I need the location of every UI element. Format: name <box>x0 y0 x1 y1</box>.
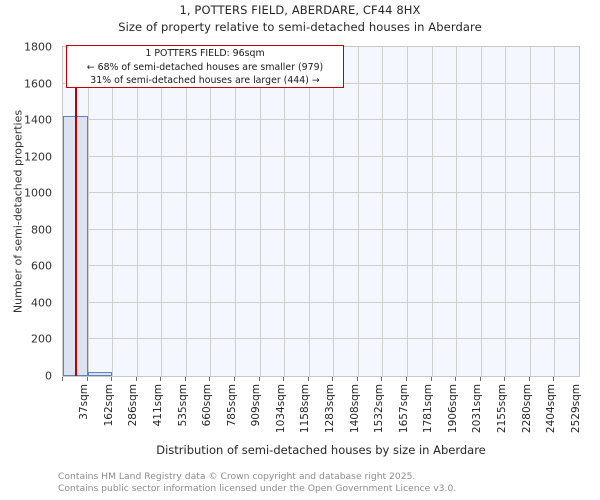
gridline-vertical <box>505 47 507 376</box>
x-tick-label: 37sqm <box>78 384 91 420</box>
gridline-vertical <box>210 47 212 376</box>
gridline-vertical <box>284 47 286 376</box>
y-tick-label: 200 <box>31 332 52 346</box>
x-tick-mark <box>184 377 186 381</box>
gridline-vertical <box>185 47 187 376</box>
gridline-vertical <box>431 47 433 376</box>
x-tick-mark <box>283 377 285 381</box>
chart-subtitle: Size of property relative to semi-detach… <box>118 20 482 34</box>
gridline-vertical <box>333 47 335 376</box>
x-tick-label: 660sqm <box>201 384 214 427</box>
gridline-vertical <box>259 47 261 376</box>
footer-attribution: Contains HM Land Registry data © Crown c… <box>58 471 598 494</box>
x-tick-label: 1781sqm <box>422 384 435 434</box>
y-tick-label: 600 <box>31 259 52 273</box>
page-title: 1, POTTERS FIELD, ABERDARE, CF44 8HX <box>179 3 421 17</box>
y-tick-label: 800 <box>31 223 52 237</box>
x-tick-label: 1532sqm <box>373 384 386 434</box>
x-tick-mark <box>553 377 555 381</box>
gridline-vertical <box>136 47 138 376</box>
x-tick-mark <box>62 377 63 381</box>
bar-162sqm <box>87 372 113 376</box>
y-axis: Number of semi-detached properties 0 200 4… <box>0 0 57 500</box>
gridline-vertical <box>480 47 482 376</box>
gridline-horizontal <box>63 192 579 194</box>
x-tick-label: 785sqm <box>225 384 238 427</box>
x-tick-label: 2280sqm <box>520 384 533 434</box>
x-tick-label: 286sqm <box>127 384 140 427</box>
x-tick-mark <box>135 377 137 381</box>
property-size-marker-line <box>74 47 77 376</box>
y-tick-label: 400 <box>31 296 52 310</box>
footer-line-1: Contains HM Land Registry data © Crown c… <box>58 471 416 482</box>
y-tick-label: 1600 <box>24 77 52 91</box>
y-tick-label: 1000 <box>24 186 52 200</box>
x-tick-mark <box>430 377 432 381</box>
gridline-horizontal <box>63 155 579 157</box>
y-tick-label: 1200 <box>24 150 52 164</box>
gridline-vertical <box>382 47 384 376</box>
gridline-horizontal <box>63 338 579 340</box>
x-tick-mark <box>406 377 407 381</box>
x-tick-label: 1657sqm <box>397 384 410 434</box>
x-tick-label: 411sqm <box>152 384 164 427</box>
x-tick-mark <box>528 377 530 381</box>
gridline-vertical <box>308 47 310 376</box>
footer-line-2: Contains public sector information licen… <box>58 482 457 494</box>
x-tick-label: 1034sqm <box>274 384 287 434</box>
y-tick-label: 1400 <box>24 113 52 127</box>
plot-area <box>62 46 580 377</box>
x-tick-mark <box>332 377 334 381</box>
x-tick-label: 1283sqm <box>324 384 336 434</box>
annotation-line-2: ← 68% of semi-detached houses are smalle… <box>86 61 324 73</box>
gridline-vertical <box>112 47 114 376</box>
x-axis-title: Distribution of semi-detached houses by … <box>156 443 486 457</box>
gridline-horizontal <box>63 228 579 230</box>
x-tick-mark <box>479 377 481 381</box>
gridline-vertical <box>87 47 89 376</box>
y-tick-label: 0 <box>45 369 52 383</box>
x-tick-mark <box>307 377 309 381</box>
gridline-vertical <box>554 47 556 376</box>
x-tick-mark <box>356 377 358 381</box>
x-tick-label: 1906sqm <box>446 384 459 434</box>
x-tick-mark <box>381 377 383 381</box>
gridline-horizontal <box>63 301 579 303</box>
x-tick-mark <box>111 377 113 381</box>
x-tick-mark <box>455 377 457 381</box>
annotation-line-3: 31% of semi-detached houses are larger (… <box>90 75 320 86</box>
y-tick-label: 1800 <box>24 40 52 54</box>
x-tick-mark <box>86 377 88 381</box>
x-tick-label: 2404sqm <box>545 384 558 434</box>
x-tick-mark <box>258 377 260 381</box>
x-tick-label: 162sqm <box>102 384 115 427</box>
y-axis-title: Number of semi-detached properties <box>11 109 25 314</box>
x-tick-label: 535sqm <box>176 384 189 427</box>
gridline-vertical <box>529 47 531 376</box>
x-tick-label: 1158sqm <box>299 384 312 434</box>
annotation-line-1: 1 POTTERS FIELD: 96sqm <box>145 48 265 59</box>
gridline-vertical <box>161 47 163 376</box>
x-tick-label: 2031sqm <box>471 384 484 434</box>
gridline-vertical <box>357 47 359 376</box>
x-tick-mark <box>160 377 162 381</box>
x-tick-label: 2155sqm <box>496 384 508 434</box>
x-tick-label: 909sqm <box>250 384 263 427</box>
gridline-horizontal <box>63 265 579 267</box>
x-tick-label: 2529sqm <box>569 384 582 434</box>
gridline-vertical <box>407 47 408 376</box>
x-tick-mark <box>234 377 235 381</box>
gridline-vertical <box>456 47 458 376</box>
x-axis-ticks: 37sqm 162sqm 286sqm 411sqm 535sqm 660sqm 785sq… <box>0 384 600 446</box>
gridline-horizontal <box>63 119 579 121</box>
gridline-vertical <box>235 47 236 376</box>
property-annotation-box: 1 POTTERS FIELD: 96sqm ← 68% of semi-det… <box>66 45 344 88</box>
x-tick-mark <box>504 377 506 381</box>
x-tick-label: 1408sqm <box>348 384 361 434</box>
x-tick-mark <box>209 377 211 381</box>
